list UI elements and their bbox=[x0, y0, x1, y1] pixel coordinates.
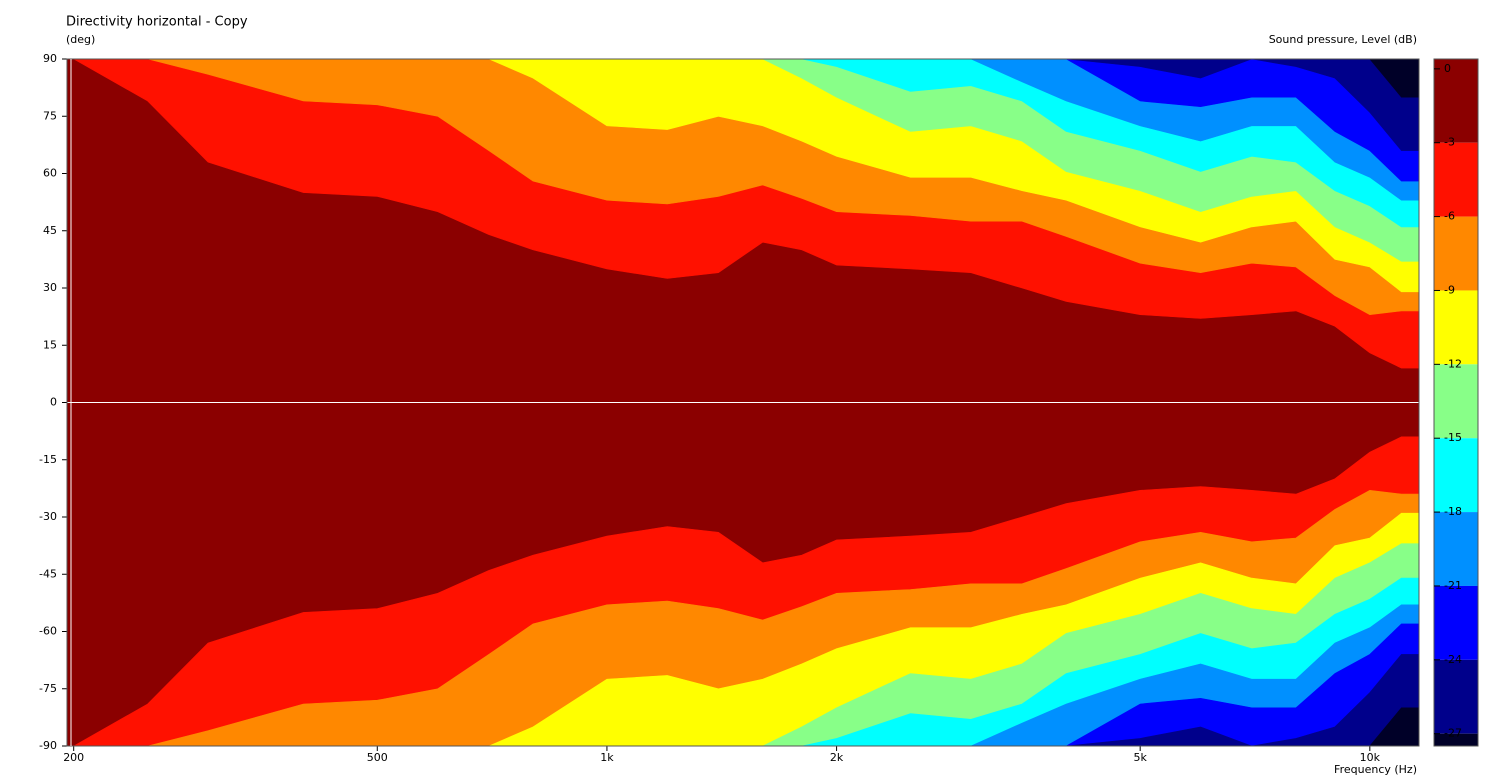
colorbar-band bbox=[1434, 733, 1478, 746]
colorbar-frame bbox=[1433, 58, 1479, 747]
x-tick-label: 1k bbox=[600, 751, 614, 764]
colorbar-band bbox=[1434, 59, 1478, 143]
contour-region bbox=[67, 654, 1419, 746]
colorbar-band bbox=[1434, 142, 1478, 217]
colorbar-band bbox=[1434, 438, 1478, 513]
colorbar-tick-label: -18 bbox=[1444, 505, 1462, 518]
colorbar-tick-label: -3 bbox=[1444, 136, 1455, 149]
y-tick-label: 60 bbox=[43, 167, 57, 180]
plot-frame bbox=[66, 58, 1420, 747]
axes: 90 75 60 45 30 15 0 -15 -30 -45 -60 -75 -90 200 500 1k 2… bbox=[39, 52, 1420, 764]
x-tick-label: 5k bbox=[1133, 751, 1147, 764]
colorbar-band bbox=[1434, 512, 1478, 586]
y-tick-label: -75 bbox=[39, 682, 57, 695]
contour-region bbox=[67, 59, 1419, 201]
colorbar-band bbox=[1434, 364, 1478, 439]
colorbar: 0 -3 -6 -9 -12 -15 -18 -21 -24 -27 bbox=[1433, 58, 1479, 747]
x-axis-label: Frequency (Hz) bbox=[1334, 763, 1417, 776]
x-tick-label: 10k bbox=[1360, 751, 1381, 764]
x-tick-label: 2k bbox=[830, 751, 844, 764]
y-tick-label: 90 bbox=[43, 52, 57, 65]
colorbar-band bbox=[1434, 659, 1478, 734]
y-tick-label: -45 bbox=[39, 567, 57, 580]
colorbar-band bbox=[1434, 216, 1478, 291]
contour-region bbox=[67, 59, 1419, 182]
y-tick-label: 15 bbox=[43, 338, 57, 351]
colorbar-tick-label: -9 bbox=[1444, 283, 1455, 296]
colorbar-band bbox=[1434, 290, 1478, 365]
colorbar-tick-label: -27 bbox=[1444, 727, 1462, 740]
colorbar-tick-label: -12 bbox=[1444, 357, 1462, 370]
colorbar-tick-label: -15 bbox=[1444, 431, 1462, 444]
y-axis-label: (deg) bbox=[66, 33, 95, 46]
x-tick-label: 200 bbox=[63, 751, 84, 764]
colorbar-label: Sound pressure, Level (dB) bbox=[1269, 33, 1417, 46]
y-tick-label: 30 bbox=[43, 281, 57, 294]
contour-region bbox=[67, 623, 1419, 746]
colorbar-tick-label: -24 bbox=[1444, 653, 1462, 666]
y-tick-label: -60 bbox=[39, 625, 57, 638]
y-tick-label: -90 bbox=[39, 739, 57, 752]
chart-title: Directivity horizontal - Copy bbox=[66, 15, 248, 30]
y-tick-label: 45 bbox=[43, 224, 57, 237]
y-tick-label: 75 bbox=[43, 109, 57, 122]
colorbar-tick-label: -21 bbox=[1444, 579, 1462, 592]
colorbar-tick-label: 0 bbox=[1444, 62, 1451, 75]
y-tick-label: -30 bbox=[39, 510, 57, 523]
y-tick-label: 0 bbox=[50, 396, 57, 409]
x-tick-label: 500 bbox=[367, 751, 388, 764]
colorbar-tick-label: -6 bbox=[1444, 210, 1455, 223]
contour-region bbox=[67, 604, 1419, 746]
contour-region bbox=[67, 59, 1419, 151]
colorbar-band bbox=[1434, 585, 1478, 660]
y-tick-label: -15 bbox=[39, 453, 57, 466]
